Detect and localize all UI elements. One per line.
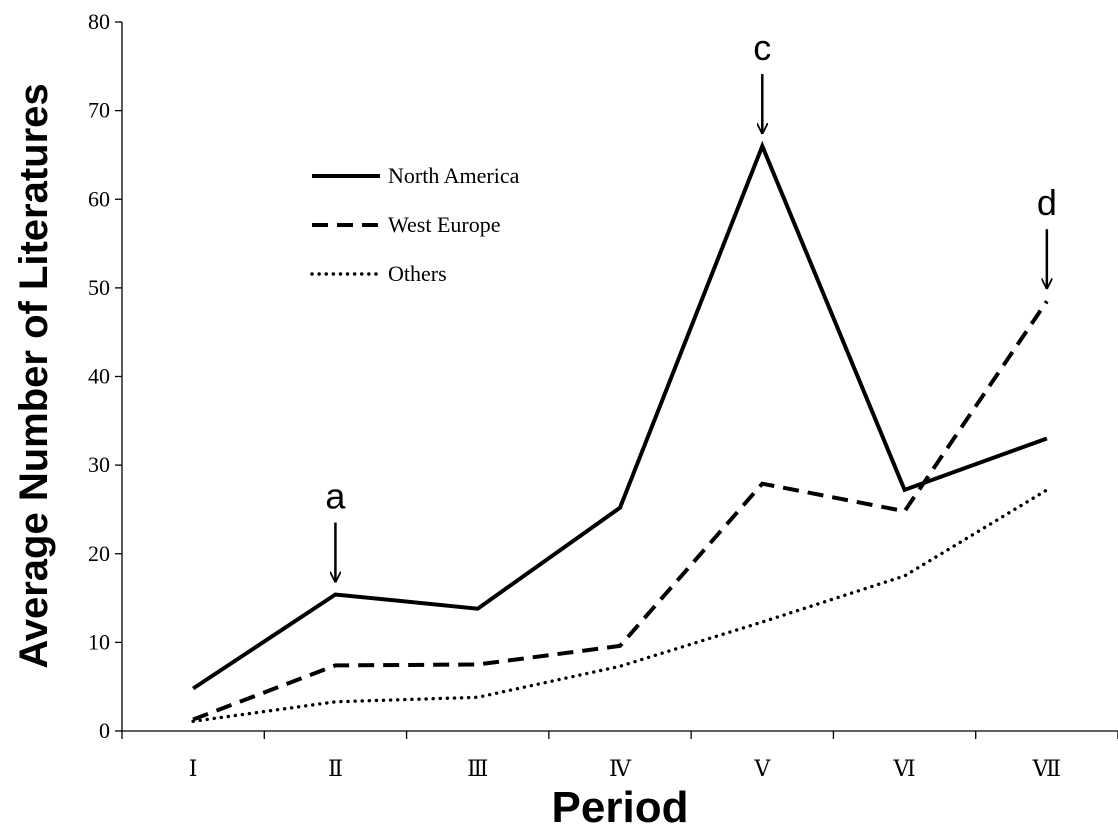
legend-label: North America xyxy=(388,163,520,188)
legend-label: Others xyxy=(388,261,447,286)
annotation-label: c xyxy=(753,27,771,68)
y-tick-label: 70 xyxy=(88,98,110,123)
x-tick-label: Ⅵ xyxy=(893,756,916,781)
x-tick-label: Ⅶ xyxy=(1032,756,1061,781)
x-tick-label: Ⅰ xyxy=(189,756,198,781)
x-tick-label: Ⅲ xyxy=(467,756,488,781)
annotations: a c d xyxy=(325,27,1057,583)
y-tick-label: 0 xyxy=(99,718,110,743)
x-tick-label: Ⅴ xyxy=(753,756,771,781)
annotation-label: d xyxy=(1037,182,1057,223)
y-axis-title: Average Number of Literatures xyxy=(12,83,56,668)
x-tick-label: Ⅱ xyxy=(328,756,343,781)
series-line-north-america xyxy=(191,140,1048,691)
y-tick-label: 50 xyxy=(88,275,110,300)
y-tick-label: 20 xyxy=(88,541,110,566)
y-tick-label: 30 xyxy=(88,452,110,477)
y-tick-label: 10 xyxy=(88,629,110,654)
legend-label: West Europe xyxy=(388,212,500,237)
legend: North America West Europe Others xyxy=(310,163,520,286)
y-tick-label: 60 xyxy=(88,186,110,211)
series-line-others xyxy=(191,488,1049,723)
annotation-label: a xyxy=(325,476,346,517)
x-axis-title: Period xyxy=(552,783,689,832)
series-layer xyxy=(191,140,1049,723)
axes: 0 10 20 30 40 50 60 70 80 Ⅰ Ⅱ Ⅲ Ⅳ Ⅴ Ⅵ Ⅶ xyxy=(88,9,1118,781)
x-tick-label: Ⅳ xyxy=(609,756,632,781)
series-line-west-europe xyxy=(192,300,1049,722)
y-tick-label: 80 xyxy=(88,9,110,34)
y-tick-label: 40 xyxy=(88,364,110,389)
